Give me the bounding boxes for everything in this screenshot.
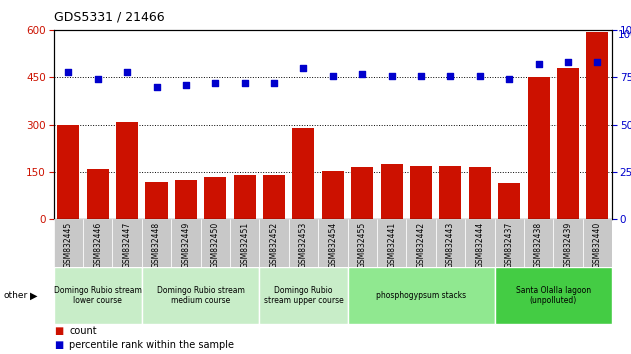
Text: GSM832440: GSM832440: [593, 222, 602, 268]
Bar: [175, 180, 197, 219]
Bar: [259, 267, 348, 324]
Bar: [380, 164, 403, 219]
Text: GSM832439: GSM832439: [563, 222, 572, 268]
Text: phosphogypsum stacks: phosphogypsum stacks: [376, 291, 466, 300]
Bar: [348, 267, 495, 324]
Bar: [465, 219, 495, 267]
Bar: [322, 171, 344, 219]
Bar: [233, 175, 256, 219]
Bar: [54, 267, 142, 324]
Bar: [469, 167, 491, 219]
Text: GSM832453: GSM832453: [299, 222, 308, 268]
Text: GSM832451: GSM832451: [240, 222, 249, 268]
Text: Domingo Rubio
stream upper course: Domingo Rubio stream upper course: [264, 286, 343, 305]
Bar: [528, 78, 550, 219]
Point: [210, 80, 220, 86]
Point: [504, 76, 514, 82]
Bar: [498, 183, 520, 219]
Text: GSM832441: GSM832441: [387, 222, 396, 268]
Bar: [57, 125, 80, 219]
Bar: [495, 219, 524, 267]
Text: GDS5331 / 21466: GDS5331 / 21466: [54, 11, 164, 24]
Bar: [553, 219, 582, 267]
Point: [240, 80, 250, 86]
Bar: [112, 219, 142, 267]
Text: Domingo Rubio stream
lower course: Domingo Rubio stream lower course: [54, 286, 141, 305]
Bar: [351, 167, 374, 219]
Text: GSM832448: GSM832448: [152, 222, 161, 268]
Bar: [86, 169, 109, 219]
Text: ▶: ▶: [30, 291, 38, 301]
Bar: [204, 177, 227, 219]
Bar: [406, 219, 436, 267]
Text: GSM832445: GSM832445: [64, 222, 73, 268]
Point: [593, 59, 603, 65]
Point: [534, 61, 544, 67]
Bar: [201, 219, 230, 267]
Text: percentile rank within the sample: percentile rank within the sample: [69, 341, 234, 350]
Bar: [142, 267, 259, 324]
Bar: [557, 68, 579, 219]
Bar: [263, 175, 285, 219]
Text: GSM832444: GSM832444: [475, 222, 485, 268]
Text: GSM832437: GSM832437: [505, 222, 514, 268]
Text: Domingo Rubio stream
medium course: Domingo Rubio stream medium course: [156, 286, 245, 305]
Point: [328, 73, 338, 78]
Bar: [586, 32, 608, 219]
Bar: [524, 219, 553, 267]
Text: Santa Olalla lagoon
(unpolluted): Santa Olalla lagoon (unpolluted): [516, 286, 591, 305]
Point: [122, 69, 132, 75]
Point: [63, 69, 73, 75]
Bar: [436, 219, 465, 267]
Bar: [289, 219, 318, 267]
Text: ■: ■: [54, 326, 63, 336]
Bar: [116, 122, 138, 219]
Text: GSM832447: GSM832447: [122, 222, 132, 268]
Point: [416, 73, 426, 78]
Point: [563, 59, 573, 65]
Bar: [495, 267, 612, 324]
Bar: [171, 219, 201, 267]
Bar: [582, 219, 612, 267]
Point: [151, 84, 162, 90]
Text: GSM832452: GSM832452: [269, 222, 278, 268]
Point: [357, 71, 367, 76]
Text: GSM832442: GSM832442: [416, 222, 425, 268]
Bar: [292, 128, 314, 219]
Text: GSM832443: GSM832443: [446, 222, 455, 268]
Point: [269, 80, 279, 86]
Bar: [259, 219, 289, 267]
Text: GSM832450: GSM832450: [211, 222, 220, 268]
Bar: [377, 219, 406, 267]
Point: [387, 73, 397, 78]
Bar: [54, 219, 83, 267]
Point: [181, 82, 191, 88]
Bar: [146, 182, 167, 219]
Bar: [318, 219, 348, 267]
Point: [475, 73, 485, 78]
Point: [93, 76, 103, 82]
Text: ■: ■: [54, 341, 63, 350]
Text: GSM832438: GSM832438: [534, 222, 543, 268]
Bar: [83, 219, 112, 267]
Text: other: other: [3, 291, 27, 300]
Text: 100%: 100%: [618, 30, 631, 40]
Point: [298, 65, 309, 71]
Text: count: count: [69, 326, 97, 336]
Text: GSM832455: GSM832455: [358, 222, 367, 268]
Bar: [439, 166, 461, 219]
Text: GSM832449: GSM832449: [181, 222, 191, 268]
Text: GSM832454: GSM832454: [328, 222, 338, 268]
Text: GSM832446: GSM832446: [93, 222, 102, 268]
Bar: [230, 219, 259, 267]
Bar: [410, 166, 432, 219]
Bar: [142, 219, 171, 267]
Point: [445, 73, 456, 78]
Bar: [348, 219, 377, 267]
